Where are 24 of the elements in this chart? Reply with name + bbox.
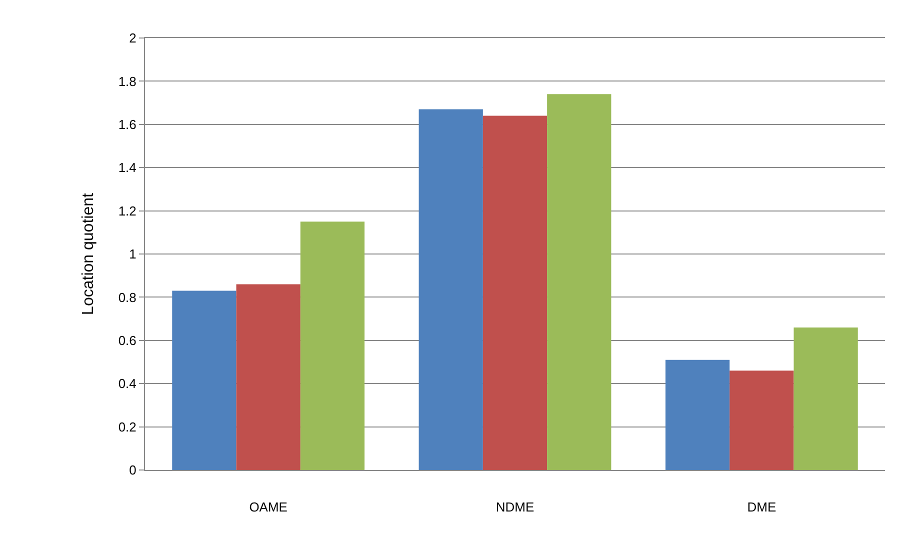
bar: [547, 94, 612, 470]
y-tick-label: 1.6: [118, 116, 136, 132]
x-tick-label: NDME: [496, 500, 534, 515]
bar: [172, 290, 236, 470]
y-tick-label: 1.4: [118, 160, 136, 176]
y-tick-label: 0.6: [118, 332, 136, 348]
y-tick-label: 1: [129, 246, 136, 262]
x-tick-label: DME: [747, 500, 776, 515]
y-tick-label: 1.2: [118, 203, 136, 218]
y-tick-label: 0.8: [118, 290, 136, 305]
bar: [482, 116, 548, 470]
y-tick-label: 0.4: [118, 376, 136, 392]
y-tick-label: 0: [129, 462, 136, 478]
y-tick-label: 1.8: [118, 74, 136, 89]
bar: [236, 284, 300, 470]
bar: [794, 327, 858, 470]
y-tick-label: 2: [129, 30, 136, 46]
bar: [300, 222, 365, 470]
x-tick-label: OAME: [249, 500, 288, 515]
bar: [665, 360, 730, 470]
y-tick-label: 0.2: [118, 419, 136, 434]
y-axis-title: Location quotient: [80, 192, 98, 315]
bar: [418, 109, 483, 470]
bar: [730, 370, 794, 470]
